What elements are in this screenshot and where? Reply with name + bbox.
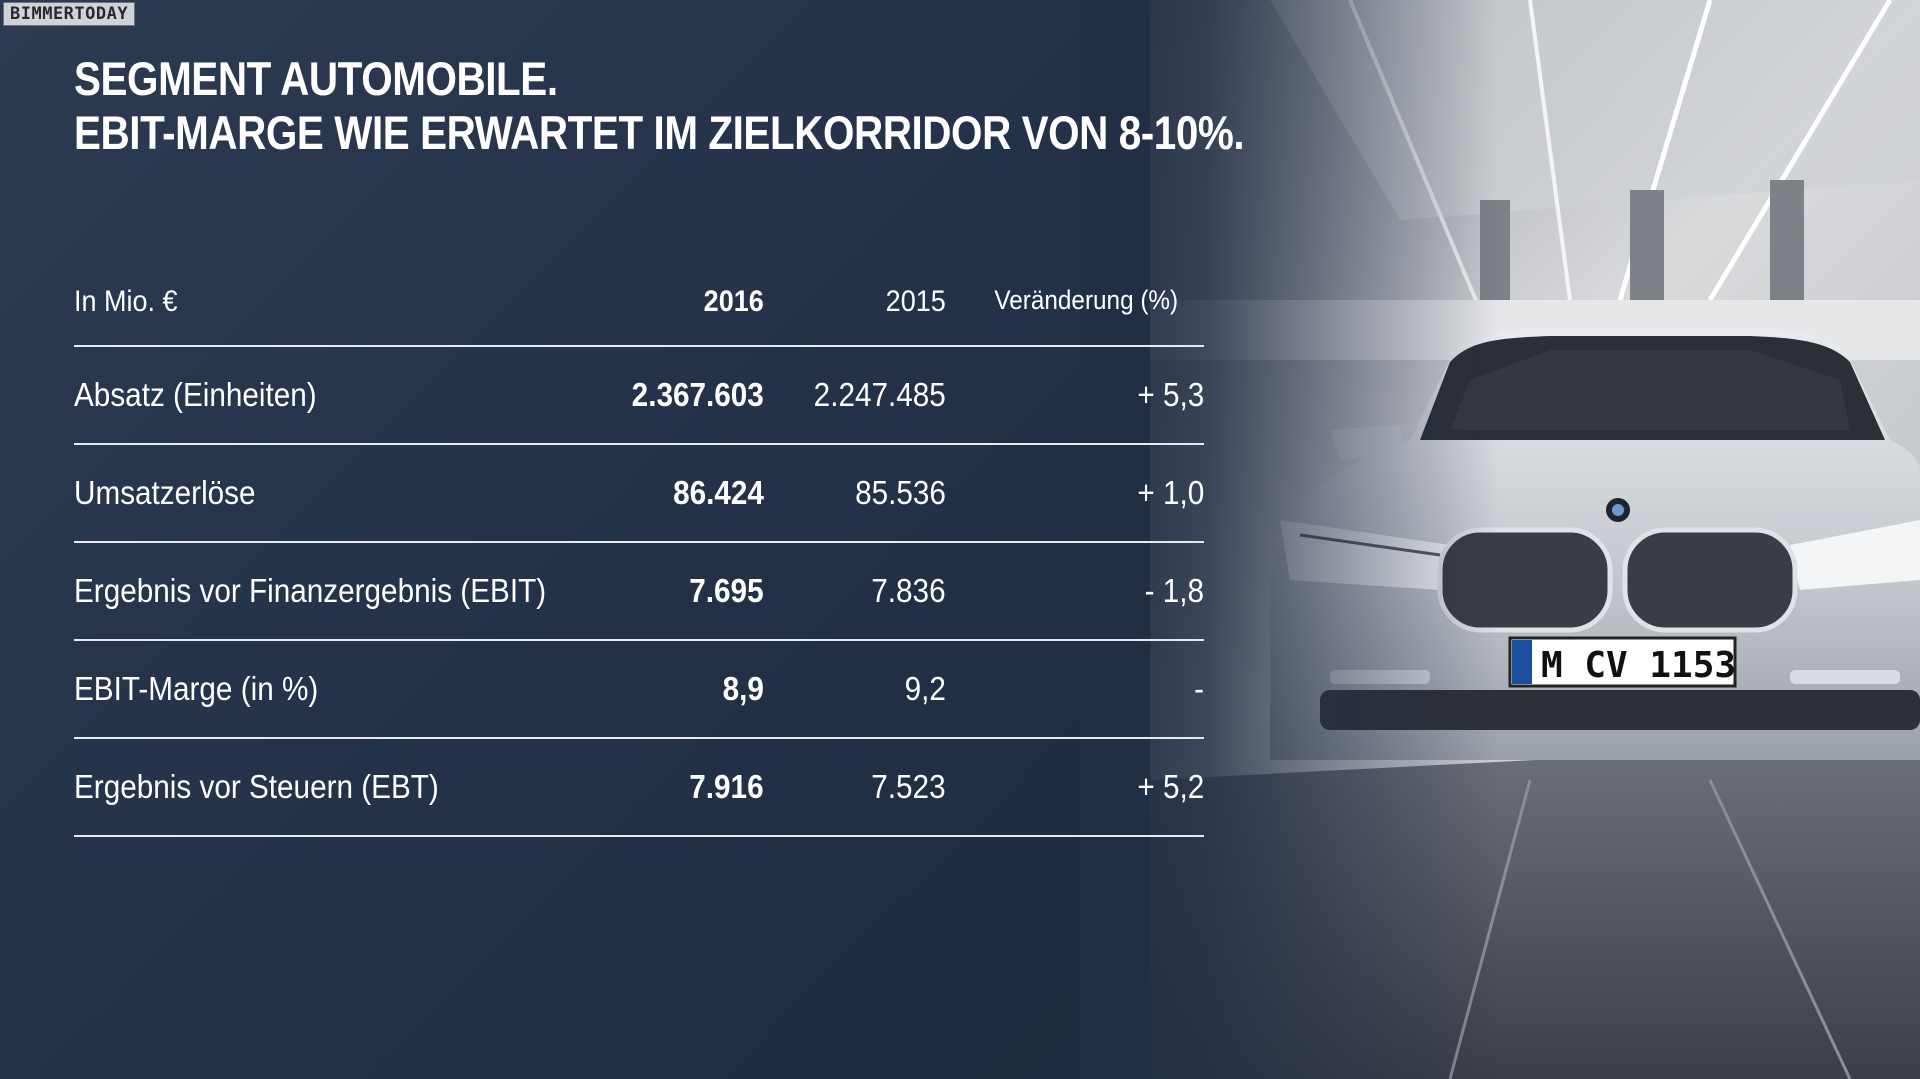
value-2015: 2.247.485 (763, 346, 946, 445)
header-unit-text: In Mio. € (74, 285, 178, 318)
value-2016-text: 8,9 (722, 670, 764, 707)
row-label: Ergebnis vor Finanzergebnis (EBIT) (74, 542, 599, 641)
value-2016-text: 2.367.603 (631, 376, 764, 413)
financial-table: In Mio. € 2016 2015 Veränderung (%) Absa… (74, 285, 1204, 837)
value-2016: 7.916 (598, 738, 764, 837)
value-2015-text: 2.247.485 (813, 376, 946, 413)
value-change-text: - (1194, 670, 1204, 707)
title-line-2: EBIT-MARGE WIE ERWARTET IM ZIELKORRIDOR … (74, 106, 1245, 159)
table-row: Umsatzerlöse 86.424 85.536 + 1,0 (74, 444, 1204, 543)
row-label-text: Ergebnis vor Steuern (EBT) (74, 768, 439, 805)
row-label-text: Umsatzerlöse (74, 474, 256, 511)
value-change: + 5,3 (945, 346, 1204, 445)
value-2015-text: 7.836 (871, 572, 946, 609)
row-label-text: Ergebnis vor Finanzergebnis (EBIT) (74, 572, 547, 609)
value-change-text: + 5,2 (1137, 768, 1204, 805)
value-change: - (945, 640, 1204, 739)
value-2015: 7.523 (763, 738, 946, 837)
value-2016-text: 7.695 (689, 572, 764, 609)
value-change-text: + 1,0 (1137, 474, 1204, 511)
row-label: Ergebnis vor Steuern (EBT) (74, 738, 599, 837)
header-unit: In Mio. € (74, 285, 599, 347)
value-change: - 1,8 (945, 542, 1204, 641)
row-label: Umsatzerlöse (74, 444, 599, 543)
title-line-1: SEGMENT AUTOMOBILE. (74, 52, 558, 105)
value-2016-text: 86.424 (672, 474, 764, 511)
table-header-row: In Mio. € 2016 2015 Veränderung (%) (74, 285, 1204, 347)
table-row: Absatz (Einheiten) 2.367.603 2.247.485 +… (74, 346, 1204, 445)
value-2015-text: 7.523 (871, 768, 946, 805)
value-2016: 2.367.603 (598, 346, 764, 445)
watermark: BIMMERTODAY (3, 2, 136, 26)
table-row: Ergebnis vor Steuern (EBT) 7.916 7.523 +… (74, 738, 1204, 837)
header-2016-text: 2016 (703, 285, 764, 318)
row-label: Absatz (Einheiten) (74, 346, 599, 445)
value-2016: 8,9 (598, 640, 764, 739)
table-row: EBIT-Marge (in %) 8,9 9,2 - (74, 640, 1204, 739)
row-label: EBIT-Marge (in %) (74, 640, 599, 739)
value-2015: 85.536 (763, 444, 946, 543)
value-2016: 86.424 (598, 444, 764, 543)
value-change-text: - 1,8 (1144, 572, 1204, 609)
page-title: SEGMENT AUTOMOBILE. EBIT-MARGE WIE ERWAR… (74, 52, 1245, 160)
value-2015-text: 9,2 (904, 670, 946, 707)
header-change: Veränderung (%) (945, 285, 1204, 347)
value-2015: 7.836 (763, 542, 946, 641)
value-change: + 5,2 (945, 738, 1204, 837)
header-2015: 2015 (763, 285, 946, 347)
value-2016: 7.695 (598, 542, 764, 641)
value-2015-text: 85.536 (854, 474, 946, 511)
value-change-text: + 5,3 (1137, 376, 1204, 413)
row-label-text: Absatz (Einheiten) (74, 376, 317, 413)
header-2016: 2016 (598, 285, 764, 347)
value-change: + 1,0 (945, 444, 1204, 543)
value-2015: 9,2 (763, 640, 946, 739)
row-label-text: EBIT-Marge (in %) (74, 670, 319, 707)
value-2016-text: 7.916 (689, 768, 764, 805)
table-row: Ergebnis vor Finanzergebnis (EBIT) 7.695… (74, 542, 1204, 641)
license-plate-text: M CV 1153 (1541, 645, 1736, 686)
header-2015-text: 2015 (885, 285, 946, 318)
header-change-text: Veränderung (%) (994, 285, 1178, 315)
